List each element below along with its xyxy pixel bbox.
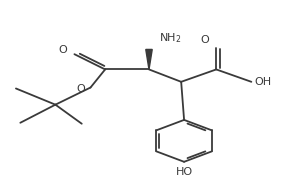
Text: OH: OH — [254, 77, 271, 87]
Text: O: O — [58, 45, 67, 55]
Text: NH$_2$: NH$_2$ — [159, 31, 182, 45]
Text: O: O — [200, 35, 209, 45]
Text: O: O — [76, 84, 85, 94]
Text: HO: HO — [176, 167, 193, 177]
Polygon shape — [146, 49, 152, 69]
